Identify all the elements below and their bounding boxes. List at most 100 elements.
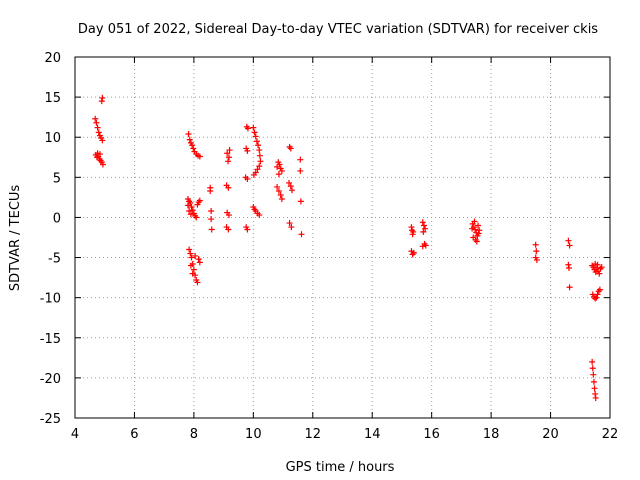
data-point [92, 115, 99, 122]
data-point [225, 212, 232, 219]
x-tick-label: 20 [542, 427, 559, 442]
x-tick-label: 6 [130, 427, 138, 442]
data-point [187, 250, 194, 257]
data-point [566, 242, 573, 249]
data-point [532, 241, 539, 248]
x-tick-label: 14 [364, 427, 381, 442]
data-point [278, 195, 285, 202]
data-point [94, 124, 101, 131]
data-point [187, 262, 194, 269]
data-point [422, 242, 429, 249]
data-point [592, 295, 599, 302]
data-point [189, 207, 196, 214]
y-axis-label: SDTVAR / TECUs [8, 185, 23, 292]
data-point [96, 151, 103, 158]
y-tick-label: 10 [44, 131, 61, 146]
data-point [185, 131, 192, 138]
data-point [565, 264, 572, 271]
data-point [420, 228, 427, 235]
data-point [225, 158, 232, 165]
y-tick-label: 5 [53, 171, 61, 186]
data-point [592, 394, 599, 401]
y-tick-label: -5 [48, 252, 61, 267]
data-point [252, 133, 259, 140]
data-point [254, 166, 261, 173]
y-tick-label: 0 [53, 211, 61, 226]
data-point [286, 220, 293, 227]
data-point [226, 147, 233, 154]
data-point [253, 138, 260, 145]
data-point [287, 145, 294, 152]
data-point [469, 225, 476, 232]
data-point [99, 137, 106, 144]
y-tick-label: 15 [44, 91, 61, 106]
data-point [225, 226, 232, 233]
data-point [533, 256, 540, 263]
data-point [189, 270, 196, 277]
data-point [193, 214, 200, 221]
data-point [188, 254, 195, 261]
data-point [196, 197, 203, 204]
data-point [594, 261, 601, 268]
data-point [196, 259, 203, 266]
data-point [256, 212, 263, 219]
data-point [419, 243, 426, 250]
data-point [565, 237, 572, 244]
data-point [275, 171, 282, 178]
data-point [190, 266, 197, 273]
data-point [287, 183, 294, 190]
data-point [278, 167, 285, 174]
data-point [593, 294, 600, 301]
data-point [255, 142, 262, 149]
data-point [207, 187, 214, 194]
x-tick-label: 12 [305, 427, 322, 442]
data-point [189, 142, 196, 149]
data-point [225, 184, 232, 191]
data-point [186, 136, 193, 143]
data-point [208, 226, 215, 233]
data-point [533, 248, 540, 255]
y-tick-label: -20 [40, 372, 61, 387]
data-point [470, 234, 477, 241]
data-point [208, 208, 215, 215]
data-point [288, 187, 295, 194]
x-tick-label: 8 [190, 427, 198, 442]
data-point [195, 256, 202, 263]
data-point [475, 222, 482, 229]
plot-area-frame [74, 56, 611, 419]
grid-lines [75, 57, 610, 418]
data-point [297, 198, 304, 205]
data-point [591, 385, 598, 392]
data-point [95, 129, 102, 136]
data-point [208, 216, 215, 223]
data-point [298, 231, 305, 238]
data-point [589, 358, 596, 365]
data-point [276, 161, 283, 168]
data-point [410, 228, 417, 235]
data-point [225, 154, 232, 161]
data-point [288, 224, 295, 231]
y-tick-label: -25 [40, 412, 61, 427]
data-point [244, 147, 251, 154]
data-point [256, 152, 263, 159]
data-point [251, 129, 258, 136]
data-point [410, 249, 417, 256]
data-point [244, 226, 251, 233]
x-tick-label: 4 [71, 427, 79, 442]
data-point [473, 238, 480, 245]
data-point [250, 124, 257, 131]
data-point [590, 371, 597, 378]
data-point [192, 252, 199, 259]
data-point [224, 150, 231, 157]
data-point [419, 219, 426, 226]
data-point [99, 94, 106, 101]
data-point [590, 378, 597, 385]
data-point [184, 195, 191, 202]
data-point [196, 153, 203, 160]
x-tick-label: 16 [423, 427, 440, 442]
data-point [244, 175, 251, 182]
data-point [257, 158, 264, 165]
x-tick-label: 18 [483, 427, 500, 442]
